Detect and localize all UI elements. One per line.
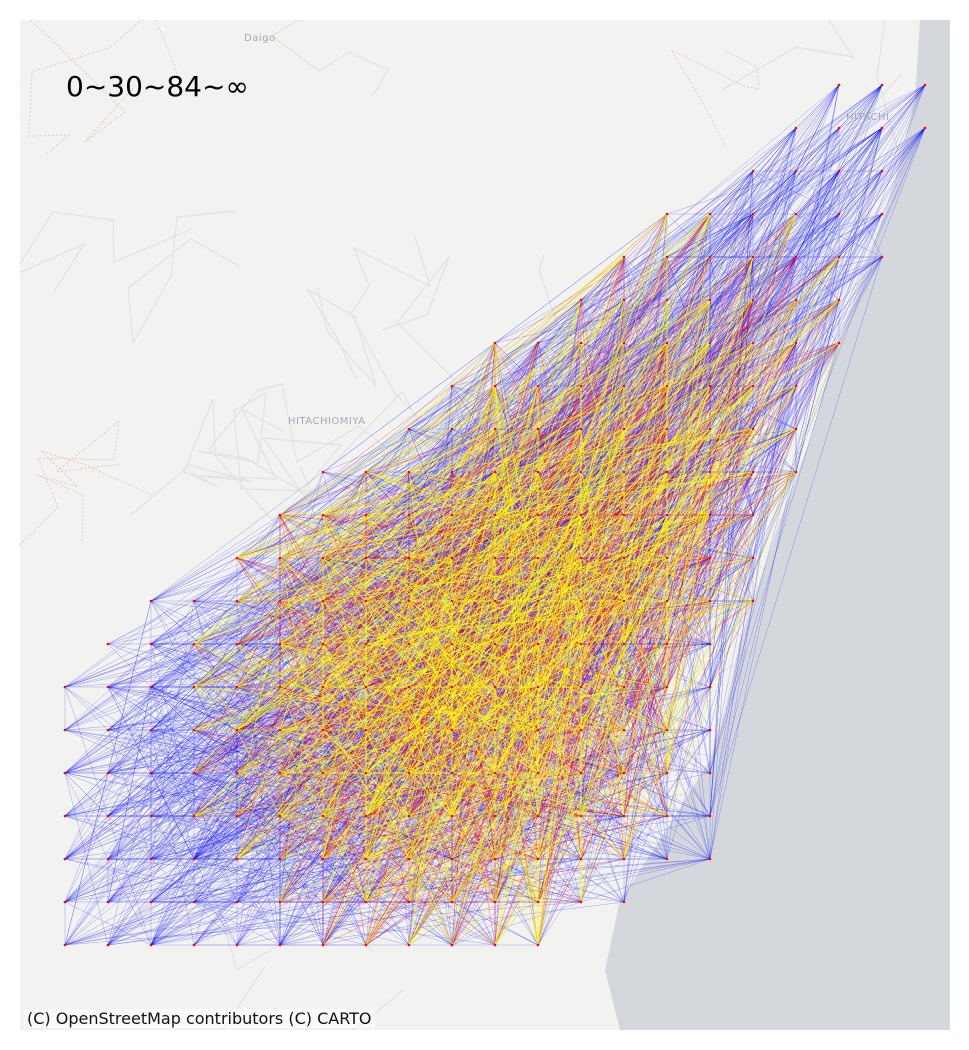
flow-links-high — [63, 83, 927, 947]
od-flow-map — [20, 20, 950, 1030]
map-title: 0~30~84~∞ — [66, 70, 249, 103]
place-label-daigo: Daigo — [244, 33, 276, 44]
map-canvas[interactable]: Daigo HITACHIOMIYA HITACHI 0~30~84~∞ (C)… — [20, 20, 950, 1030]
map-attribution: (C) OpenStreetMap contributors (C) CARTO — [24, 1009, 375, 1028]
place-label-hitachi: HITACHI — [846, 112, 890, 123]
sea-area — [605, 20, 950, 1030]
place-label-hitachiomiya: HITACHIOMIYA — [288, 416, 366, 427]
